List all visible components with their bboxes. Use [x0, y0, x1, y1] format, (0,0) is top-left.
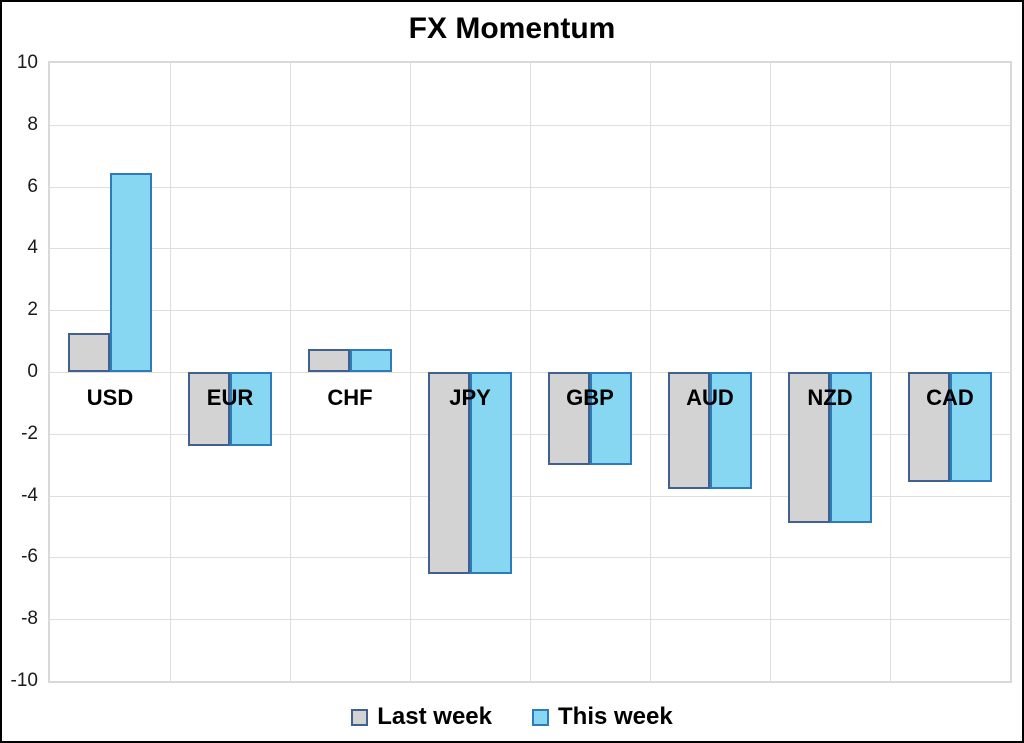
gridline-v-6	[770, 63, 771, 681]
y-tick-label--6: -6	[21, 546, 38, 568]
gridline-v-4	[530, 63, 531, 681]
y-axis-tick-labels: -10 -8 -6 -4 -2 0 2 4 6 8 10	[2, 2, 44, 741]
y-tick-label-0: 0	[27, 361, 38, 382]
legend-label-this-week: This week	[558, 703, 673, 730]
legend-swatch-this-week	[532, 708, 549, 726]
legend-label-last-week: Last week	[377, 703, 492, 730]
y-tick-label-10: 10	[16, 52, 38, 73]
gridline-v-2	[290, 63, 291, 681]
bar-this-week-jpy	[470, 372, 512, 575]
legend: Last week This week	[2, 703, 1022, 731]
y-tick-label--8: -8	[21, 608, 38, 630]
bar-last-week-nzd	[788, 372, 830, 524]
bar-last-week-cad	[908, 372, 950, 482]
bar-last-week-chf	[308, 348, 350, 372]
y-tick-label-2: 2	[27, 299, 38, 321]
legend-item-this-week: This week	[532, 703, 673, 731]
y-tick-label-8: 8	[27, 113, 38, 135]
legend-item-last-week: Last week	[351, 703, 492, 731]
bar-last-week-eur	[188, 372, 230, 447]
bar-this-week-nzd	[830, 372, 872, 524]
gridline-v-5	[650, 63, 651, 681]
gridline-v-1	[170, 63, 171, 681]
y-tick-label--4: -4	[21, 484, 38, 506]
plot-area	[48, 61, 1012, 683]
gridline-v-3	[410, 63, 411, 681]
legend-swatch-last-week	[351, 708, 369, 726]
bar-this-week-chf	[350, 348, 392, 372]
bar-this-week-cad	[950, 372, 992, 482]
chart-title: FX Momentum	[408, 12, 616, 45]
bar-this-week-usd	[110, 172, 152, 372]
y-tick-label--2: -2	[21, 422, 38, 444]
bar-this-week-eur	[230, 372, 272, 447]
bar-this-week-aud	[710, 372, 752, 490]
bar-last-week-jpy	[428, 372, 470, 575]
bar-last-week-gbp	[548, 372, 590, 465]
bar-last-week-usd	[68, 333, 110, 372]
y-tick-label-4: 4	[27, 237, 38, 259]
bar-this-week-gbp	[590, 372, 632, 465]
y-tick-label--10: -10	[10, 670, 38, 691]
gridline-v-7	[890, 63, 891, 681]
bar-last-week-aud	[668, 372, 710, 490]
y-tick-label-6: 6	[27, 175, 38, 197]
